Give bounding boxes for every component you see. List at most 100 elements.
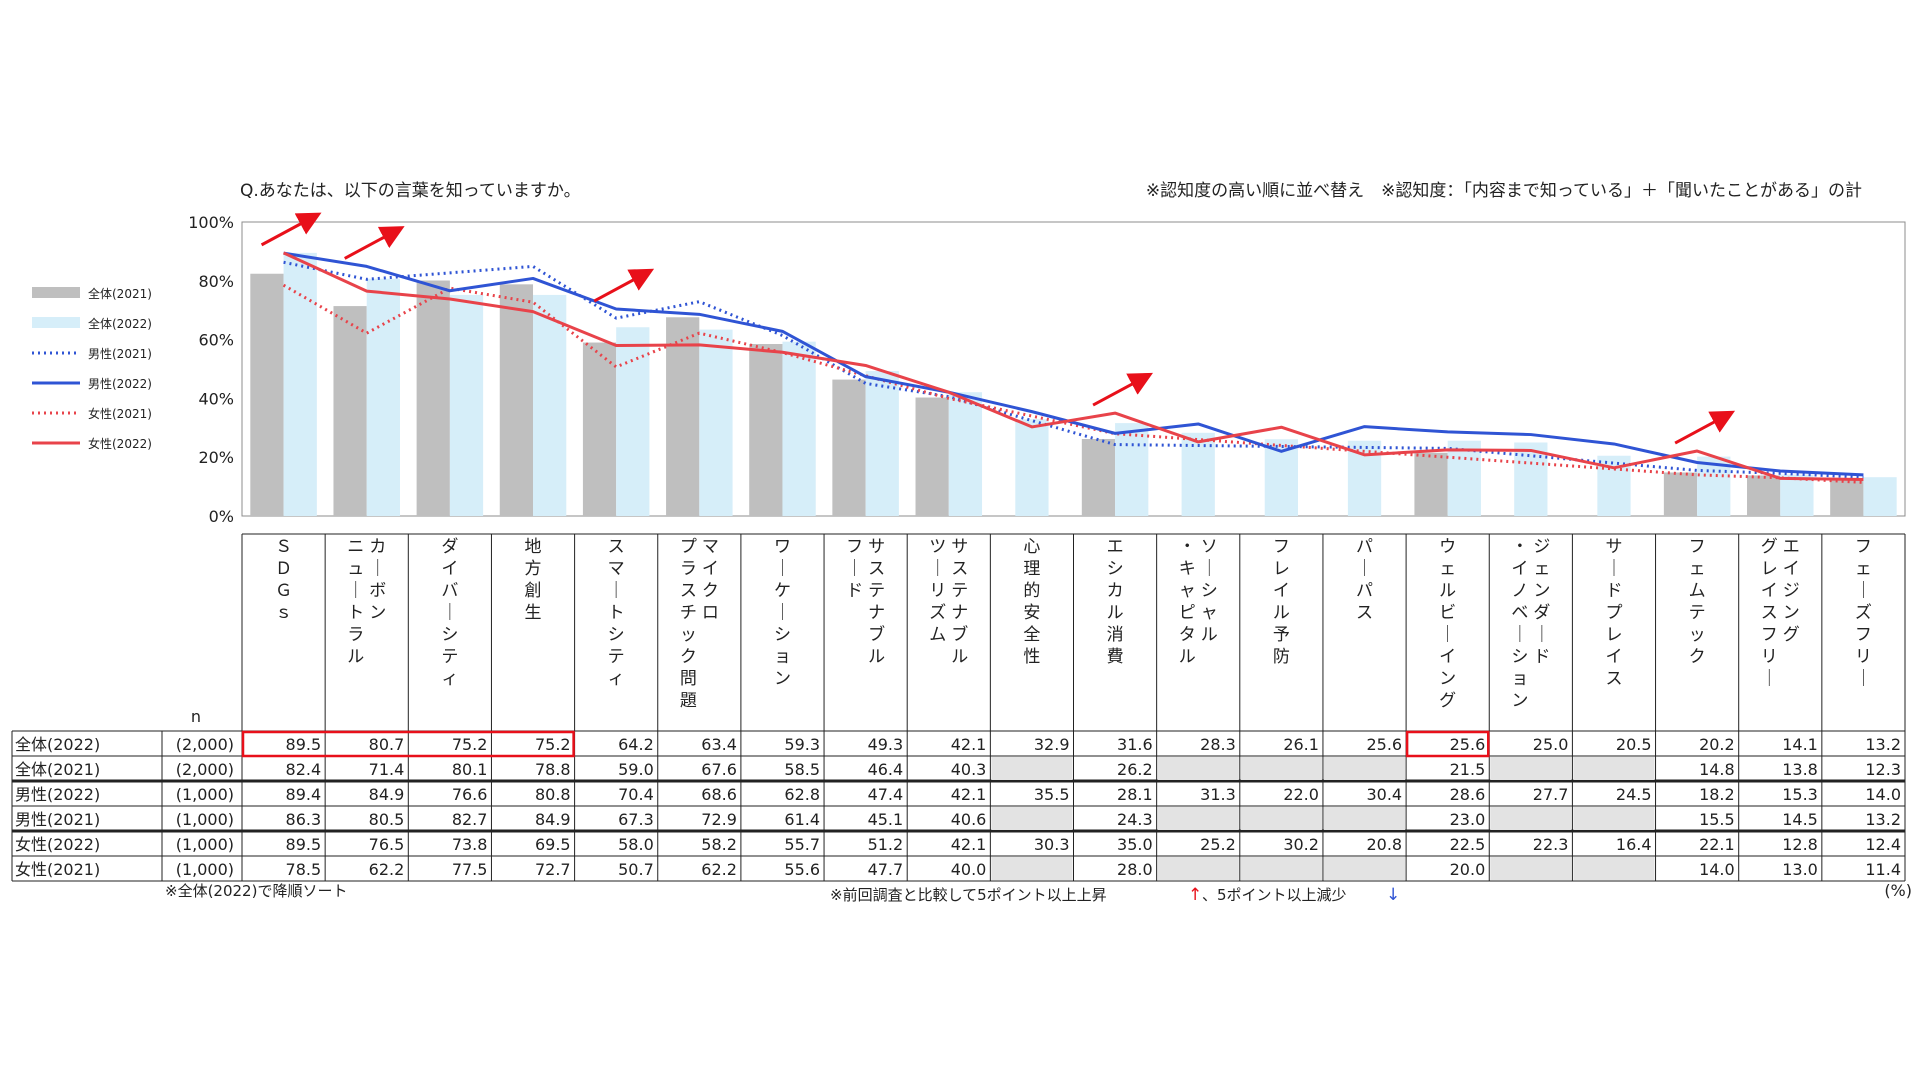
category-label-char: ン [1511, 691, 1528, 711]
category-label-char: ド [846, 581, 863, 601]
category-label-char: ダ [441, 537, 458, 557]
table-empty-cell [1157, 807, 1239, 830]
table-cell: 68.6 [701, 785, 737, 804]
category-label-char: ャ [1201, 603, 1218, 623]
table-cell: 82.4 [286, 760, 322, 779]
table-cell: 55.7 [784, 835, 820, 854]
table-cell: 14.1 [1782, 735, 1818, 754]
y-tick-label: 80% [198, 272, 234, 291]
category-label-char: リ [1761, 647, 1778, 667]
category-label-char: 全 [1023, 625, 1040, 645]
category-label-char: カ [369, 537, 386, 557]
category-label-char: 創 [525, 581, 542, 601]
trend-up-arrow [1674, 410, 1736, 445]
table-cell: 30.2 [1283, 835, 1319, 854]
bar-zentai-2022 [616, 327, 650, 516]
table-cell: 22.5 [1450, 835, 1486, 854]
category-label-char: ｜ [608, 581, 625, 601]
category-label-char: イ [1511, 559, 1528, 579]
table-cell: 67.6 [701, 760, 737, 779]
y-tick-label: 0% [209, 507, 234, 526]
table-cell: 58.2 [701, 835, 737, 854]
bar-zentai-2022 [1115, 423, 1149, 516]
category-label-char: Ｓ [275, 537, 292, 557]
category-label-char: ド [1533, 647, 1550, 667]
table-cell: 24.5 [1616, 785, 1652, 804]
category-label-char: パ [1356, 537, 1373, 557]
row-n: (2,000) [176, 760, 234, 779]
category-label-char: フ [846, 537, 863, 557]
table-empty-cell [1240, 807, 1322, 830]
table-cell: 28.3 [1200, 735, 1236, 754]
category-label-char: ウ [1439, 537, 1456, 557]
table-cell: 89.5 [286, 835, 322, 854]
category-label-char: ジ [1783, 581, 1800, 601]
table-cell: 40.0 [951, 860, 987, 879]
table-cell: 13.0 [1782, 860, 1818, 879]
table-cell: 31.6 [1117, 735, 1153, 754]
bar-zentai-2022 [782, 341, 816, 516]
category-label-char: ェ [1533, 559, 1550, 579]
category-label-char: テ [441, 647, 458, 667]
table-cell: 28.0 [1117, 860, 1153, 879]
table-cell: 13.2 [1865, 810, 1901, 829]
category-label-char: ラ [680, 559, 697, 579]
table-cell: 86.3 [286, 810, 322, 829]
category-label-char: レ [1761, 559, 1778, 579]
table-cell: 20.5 [1616, 735, 1652, 754]
legend-swatch-bar [32, 317, 80, 328]
table-cell: 80.5 [369, 810, 405, 829]
category-label-char: 安 [1023, 603, 1040, 623]
category-label-char: ン [774, 669, 791, 689]
category-label-char: ズ [929, 603, 946, 623]
table-cell: 73.8 [452, 835, 488, 854]
legend-label: 男性(2022) [88, 377, 152, 391]
bar-zentai-2021 [1081, 438, 1116, 516]
category-label-char: ル [1179, 647, 1196, 667]
table-empty-cell [1573, 857, 1655, 880]
category-label-char: イ [1761, 581, 1778, 601]
category-label-char: パ [1356, 581, 1373, 601]
category-label-char: フ [1855, 537, 1872, 557]
table-cell: 72.7 [535, 860, 571, 879]
bar-zentai-2021 [915, 397, 949, 516]
category-label-char: Ｇ [275, 581, 292, 601]
category-label-char: ｜ [929, 559, 946, 579]
category-label-char: シ [1201, 581, 1218, 601]
table-empty-cell [1490, 807, 1572, 830]
table-cell: 72.9 [701, 810, 737, 829]
category-label-char: ィ [441, 669, 458, 689]
category-label-char: ス [951, 559, 968, 579]
category-label-char: ン [369, 603, 386, 623]
table-cell: 75.2 [452, 735, 488, 754]
category-label-char: ス [1761, 603, 1778, 623]
table-cell: 78.5 [286, 860, 322, 879]
category-label-char: シ [1107, 559, 1124, 579]
category-label-char: ム [1689, 581, 1706, 601]
category-label-char: レ [1273, 559, 1290, 579]
category-label-char: ン [1783, 603, 1800, 623]
category-label-char: ピ [1179, 603, 1196, 623]
table-empty-cell [1240, 857, 1322, 880]
bar-zentai-2022 [283, 252, 317, 516]
table-cell: 84.9 [535, 810, 571, 829]
bar-zentai-2022 [699, 329, 733, 516]
table-cell: 23.0 [1450, 810, 1486, 829]
table-empty-cell [991, 807, 1073, 830]
category-label-char: 地 [525, 537, 542, 557]
question-text: Q.あなたは、以下の言葉を知っていますか。 [240, 181, 581, 201]
table-cell: 77.5 [452, 860, 488, 879]
bar-zentai-2021 [1414, 452, 1448, 516]
table-cell: 25.6 [1366, 735, 1402, 754]
category-label-char: ｜ [441, 603, 458, 623]
table-empty-cell [1323, 757, 1406, 780]
category-label-char: 的 [1023, 581, 1040, 601]
table-cell: 27.7 [1533, 785, 1569, 804]
footnote-center-main: ※前回調査と比較して5ポイント以上上昇 [830, 886, 1107, 904]
category-label-char: ｜ [1533, 625, 1550, 645]
table-cell: 22.0 [1283, 785, 1319, 804]
category-label-char: ベ [1511, 603, 1528, 623]
trend-up-arrow [593, 268, 655, 303]
category-label-char: イ [1605, 647, 1622, 667]
